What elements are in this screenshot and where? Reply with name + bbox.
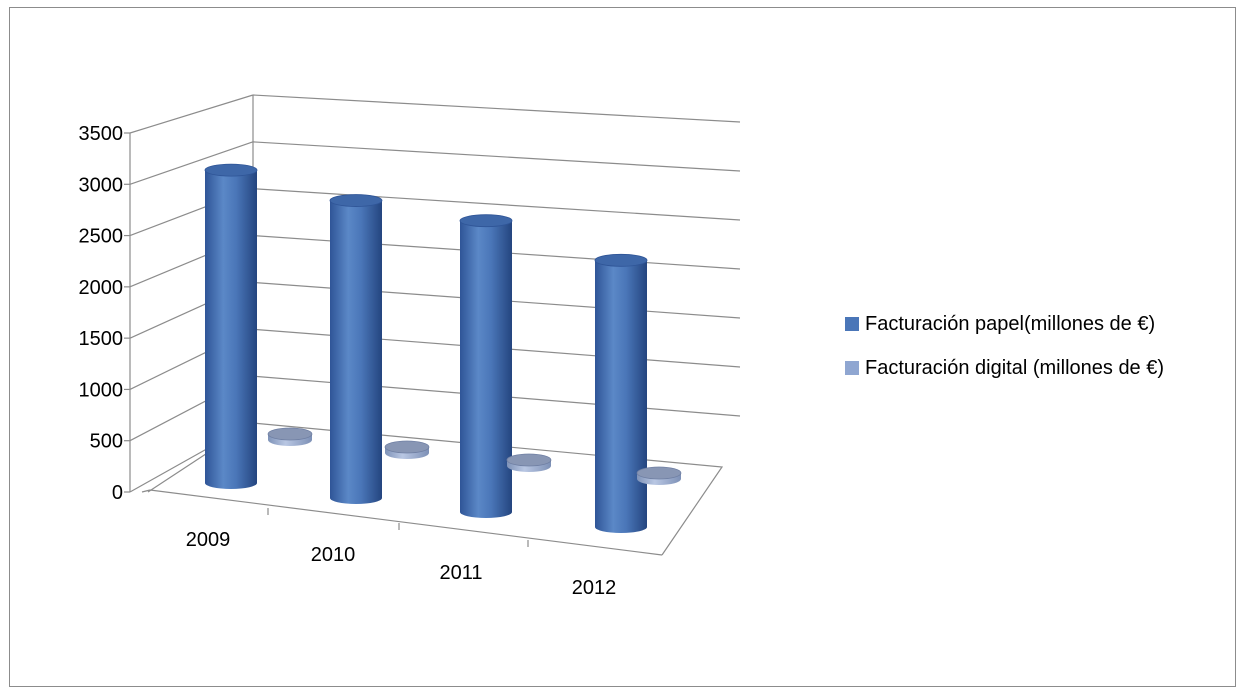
back-gridline [252,94,741,123]
back-gridline [252,188,741,221]
bar-papel-2011 [459,214,513,518]
x-tick-label: 2011 [439,562,482,584]
legend-swatch-papel [845,317,859,331]
legend-item-digital: Facturación digital (millones de €) [845,354,1164,382]
side-gridline [129,94,254,134]
bar-digital-2011 [506,453,552,472]
x-tick-label: 2009 [186,529,231,551]
y-tick-label: 0 [112,482,123,504]
bar-digital-2012 [636,466,682,485]
legend-item-papel: Facturación papel(millones de €) [845,310,1164,338]
bar-papel-2009 [204,163,258,489]
x-tick-label: 2012 [572,577,617,599]
legend: Facturación papel(millones de €) Factura… [845,310,1164,398]
x-tick-label: 2010 [311,544,356,566]
legend-label-digital: Facturación digital (millones de €) [865,356,1165,379]
x-axis-stub [141,489,151,493]
back-gridline [252,141,741,172]
x-axis-line [149,489,663,556]
y-tick-label: 3000 [79,174,124,196]
y-tick-label: 3500 [79,123,124,145]
bar-digital-2009 [267,427,313,446]
bar-papel-2012 [594,253,648,533]
y-tick-label: 2500 [79,226,124,248]
y-tick-label: 2000 [79,277,124,299]
y-tick-label: 1000 [79,379,124,401]
side-gridline [129,141,254,185]
legend-swatch-digital [845,361,859,375]
bar-digital-2010 [384,440,430,459]
y-tick-label: 1500 [79,328,124,350]
y-tick-label: 500 [90,431,123,453]
legend-label-papel: Facturación papel(millones de €) [865,312,1156,335]
bar-papel-2010 [329,194,383,505]
